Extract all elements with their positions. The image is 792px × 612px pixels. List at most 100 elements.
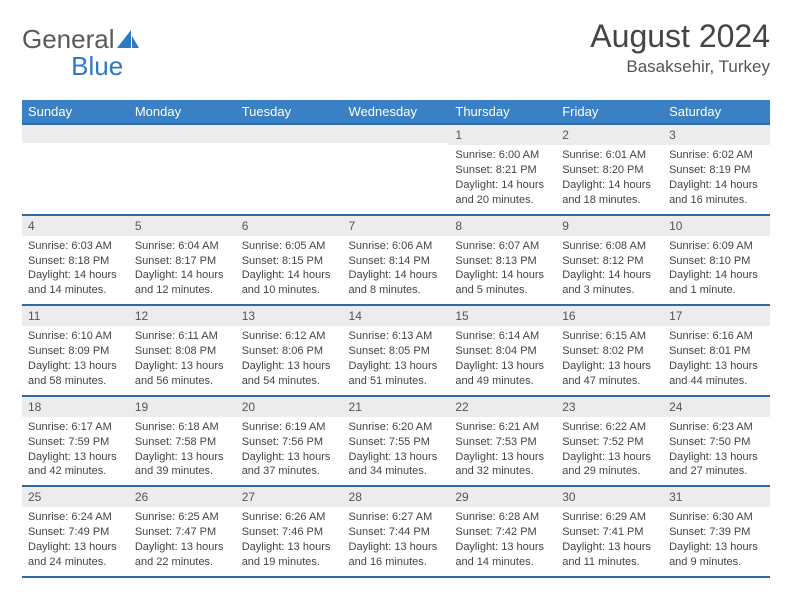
sunset-label: Sunset: — [242, 436, 282, 448]
calendar-cell: 23Sunrise: 6:22 AMSunset: 7:52 PMDayligh… — [556, 396, 663, 487]
calendar-cell: 9Sunrise: 6:08 AMSunset: 8:12 PMDaylight… — [556, 215, 663, 306]
sunset-label: Sunset: — [669, 164, 709, 176]
sunset-label: Sunset: — [28, 345, 68, 357]
daylight-label: Daylight: — [562, 269, 608, 281]
sunrise-value: 6:19 AM — [285, 421, 325, 433]
sunset-label: Sunset: — [455, 164, 495, 176]
calendar-cell-empty — [236, 124, 343, 215]
daylight-label: Daylight: — [669, 269, 715, 281]
logo-sail-icon — [117, 30, 139, 50]
sunset-label: Sunset: — [562, 526, 602, 538]
sunset-label: Sunset: — [562, 164, 602, 176]
day-number: 28 — [343, 487, 450, 507]
sunset-label: Sunset: — [135, 436, 175, 448]
daylight-line: Daylight: 13 hours and 22 minutes. — [135, 540, 230, 570]
daylight-line: Daylight: 14 hours and 16 minutes. — [669, 178, 764, 208]
sunset-line: Sunset: 8:05 PM — [349, 344, 444, 359]
calendar-cell: 21Sunrise: 6:20 AMSunset: 7:55 PMDayligh… — [343, 396, 450, 487]
daynum-bar — [236, 125, 343, 143]
calendar-cell: 20Sunrise: 6:19 AMSunset: 7:56 PMDayligh… — [236, 396, 343, 487]
sunset-value: 8:13 PM — [496, 255, 537, 267]
weekday-header: Thursday — [449, 100, 556, 124]
daylight-line: Daylight: 13 hours and 54 minutes. — [242, 359, 337, 389]
sunrise-line: Sunrise: 6:25 AM — [135, 510, 230, 525]
month-title: August 2024 — [590, 18, 770, 55]
sunrise-label: Sunrise: — [135, 421, 178, 433]
sunset-line: Sunset: 7:49 PM — [28, 525, 123, 540]
weekday-header: Monday — [129, 100, 236, 124]
day-number: 6 — [236, 216, 343, 236]
sunrise-line: Sunrise: 6:02 AM — [669, 148, 764, 163]
weekday-header: Friday — [556, 100, 663, 124]
sunrise-line: Sunrise: 6:06 AM — [349, 239, 444, 254]
daylight-line: Daylight: 13 hours and 37 minutes. — [242, 450, 337, 480]
sunrise-label: Sunrise: — [242, 421, 285, 433]
calendar-cell: 5Sunrise: 6:04 AMSunset: 8:17 PMDaylight… — [129, 215, 236, 306]
day-number: 13 — [236, 306, 343, 326]
daynum-bar — [129, 125, 236, 143]
daylight-line: Daylight: 14 hours and 12 minutes. — [135, 268, 230, 298]
sunrise-line: Sunrise: 6:11 AM — [135, 329, 230, 344]
calendar-cell-empty — [129, 124, 236, 215]
sunset-value: 8:08 PM — [175, 345, 216, 357]
sunset-line: Sunset: 7:50 PM — [669, 435, 764, 450]
sunrise-label: Sunrise: — [562, 149, 605, 161]
sunrise-value: 6:20 AM — [392, 421, 432, 433]
daylight-label: Daylight: — [242, 451, 288, 463]
calendar-cell: 19Sunrise: 6:18 AMSunset: 7:58 PMDayligh… — [129, 396, 236, 487]
sunrise-label: Sunrise: — [455, 330, 498, 342]
daylight-label: Daylight: — [135, 269, 181, 281]
sunrise-line: Sunrise: 6:13 AM — [349, 329, 444, 344]
sunset-value: 7:49 PM — [68, 526, 109, 538]
sunset-line: Sunset: 7:53 PM — [455, 435, 550, 450]
day-number: 25 — [22, 487, 129, 507]
sunrise-line: Sunrise: 6:01 AM — [562, 148, 657, 163]
daylight-line: Daylight: 13 hours and 42 minutes. — [28, 450, 123, 480]
location: Basaksehir, Turkey — [590, 57, 770, 77]
calendar-week-row: 11Sunrise: 6:10 AMSunset: 8:09 PMDayligh… — [22, 305, 770, 396]
sunrise-label: Sunrise: — [28, 421, 71, 433]
sunrise-line: Sunrise: 6:12 AM — [242, 329, 337, 344]
sunset-value: 7:50 PM — [709, 436, 750, 448]
sunset-line: Sunset: 7:47 PM — [135, 525, 230, 540]
calendar-cell: 3Sunrise: 6:02 AMSunset: 8:19 PMDaylight… — [663, 124, 770, 215]
sunset-value: 7:59 PM — [68, 436, 109, 448]
sunset-line: Sunset: 7:46 PM — [242, 525, 337, 540]
day-number: 4 — [22, 216, 129, 236]
calendar-table: SundayMondayTuesdayWednesdayThursdayFrid… — [22, 100, 770, 578]
calendar-cell: 27Sunrise: 6:26 AMSunset: 7:46 PMDayligh… — [236, 486, 343, 577]
sunset-label: Sunset: — [455, 436, 495, 448]
day-number: 9 — [556, 216, 663, 236]
calendar-cell: 7Sunrise: 6:06 AMSunset: 8:14 PMDaylight… — [343, 215, 450, 306]
sunset-line: Sunset: 8:09 PM — [28, 344, 123, 359]
sunset-label: Sunset: — [669, 345, 709, 357]
sunrise-line: Sunrise: 6:09 AM — [669, 239, 764, 254]
sunset-value: 8:04 PM — [496, 345, 537, 357]
daylight-label: Daylight: — [28, 541, 74, 553]
sunset-value: 8:15 PM — [282, 255, 323, 267]
sunrise-value: 6:02 AM — [712, 149, 752, 161]
sunrise-line: Sunrise: 6:29 AM — [562, 510, 657, 525]
daynum-bar — [22, 125, 129, 143]
calendar-cell: 25Sunrise: 6:24 AMSunset: 7:49 PMDayligh… — [22, 486, 129, 577]
sunset-value: 7:39 PM — [709, 526, 750, 538]
sunrise-label: Sunrise: — [28, 240, 71, 252]
sunset-label: Sunset: — [242, 345, 282, 357]
daylight-label: Daylight: — [669, 541, 715, 553]
sunset-value: 8:18 PM — [68, 255, 109, 267]
day-number: 26 — [129, 487, 236, 507]
sunset-label: Sunset: — [28, 255, 68, 267]
calendar-cell: 2Sunrise: 6:01 AMSunset: 8:20 PMDaylight… — [556, 124, 663, 215]
sunrise-label: Sunrise: — [349, 330, 392, 342]
daylight-line: Daylight: 13 hours and 14 minutes. — [455, 540, 550, 570]
sunset-line: Sunset: 8:12 PM — [562, 254, 657, 269]
sunrise-line: Sunrise: 6:00 AM — [455, 148, 550, 163]
sunset-line: Sunset: 7:52 PM — [562, 435, 657, 450]
daylight-line: Daylight: 14 hours and 20 minutes. — [455, 178, 550, 208]
calendar-cell: 17Sunrise: 6:16 AMSunset: 8:01 PMDayligh… — [663, 305, 770, 396]
calendar-cell: 13Sunrise: 6:12 AMSunset: 8:06 PMDayligh… — [236, 305, 343, 396]
sunrise-value: 6:21 AM — [499, 421, 539, 433]
sunrise-line: Sunrise: 6:26 AM — [242, 510, 337, 525]
sunset-value: 7:46 PM — [282, 526, 323, 538]
calendar-cell-empty — [343, 124, 450, 215]
